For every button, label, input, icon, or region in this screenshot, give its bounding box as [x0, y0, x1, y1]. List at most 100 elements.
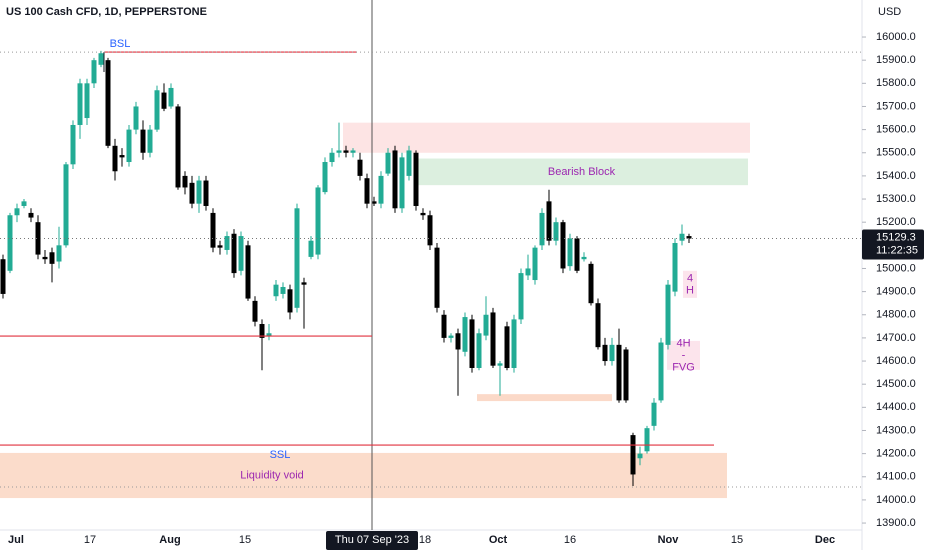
zone [477, 394, 612, 402]
candle-body [231, 233, 237, 274]
candle-body [574, 238, 580, 271]
crosshair-label: Thu 07 Sep '23 [335, 534, 409, 546]
candle-body [448, 335, 454, 338]
candle-body [175, 106, 181, 188]
candle-body [63, 164, 69, 246]
candle-body [182, 175, 188, 188]
candle-body [133, 106, 139, 130]
candle-body [623, 349, 629, 401]
y-tick-label: 14200.0 [876, 448, 916, 460]
y-tick-label: 16000.0 [876, 31, 916, 43]
candle-body [112, 145, 118, 172]
candle-body [238, 236, 244, 271]
currency[interactable]: USD [878, 6, 901, 18]
candle-body [581, 256, 587, 260]
x-tick-label: Jul [8, 534, 24, 546]
y-tick-label: 15200.0 [876, 216, 916, 228]
candle-body [308, 240, 314, 257]
y-tick-label: 15900.0 [876, 54, 916, 66]
candle-body [105, 60, 111, 146]
candle-body [378, 175, 384, 204]
candle-body [294, 208, 300, 308]
candle-body [77, 83, 83, 125]
candle-body [147, 129, 153, 153]
candle-body [434, 247, 440, 308]
candle-body [0, 259, 6, 294]
last-price-tag [862, 229, 924, 260]
candle-body [483, 314, 489, 336]
candle-body [497, 363, 503, 366]
candle-body [301, 282, 307, 285]
candle-body [91, 60, 97, 84]
candle-body [427, 215, 433, 246]
candle-body [490, 312, 496, 366]
overlay: Bearish Block Liquidity void 4 H 4H -FVG BSL SS… [0, 0, 862, 530]
candle-body [224, 236, 230, 250]
zone-label: Liquidity void [240, 469, 304, 481]
x-tick-label: 16 [564, 534, 576, 546]
candle-body [350, 150, 356, 153]
y-tick-label: 15400.0 [876, 170, 916, 182]
candle-body [217, 245, 223, 248]
candle-body [70, 124, 76, 165]
y-tick-label: 14000.0 [876, 494, 916, 506]
zone [683, 270, 697, 298]
zone [343, 122, 750, 153]
candle-body [49, 252, 55, 264]
candle-body [651, 402, 657, 426]
y-tick-label: 15300.0 [876, 193, 916, 205]
candle-body [567, 238, 573, 267]
candle-body [469, 319, 475, 368]
candle-body [28, 212, 34, 218]
candle-body [392, 150, 398, 209]
candle-body [504, 326, 510, 368]
candle-body [630, 435, 636, 475]
candle-body [189, 182, 195, 204]
candles [0, 50, 692, 487]
x-tick-label: Aug [159, 534, 180, 546]
candle-body [588, 263, 594, 304]
candle-body [343, 150, 349, 153]
level-label: SSL [270, 449, 291, 461]
candle-body [266, 333, 272, 336]
candle-body [14, 208, 20, 216]
candle-body [336, 150, 342, 153]
y-tick-label: 14900.0 [876, 286, 916, 298]
chart-title: US 100 Cash CFD, 1D, PEPPERSTONE [6, 6, 207, 18]
candle-body [616, 344, 622, 401]
candle-body [7, 215, 13, 271]
zone-label: Bearish Block [548, 166, 616, 178]
candle-body [154, 90, 160, 130]
y-tick-label: 14800.0 [876, 309, 916, 321]
candle-body [665, 284, 671, 345]
y-tick-label: 15700.0 [876, 100, 916, 112]
y-tick-label: 15800.0 [876, 77, 916, 89]
candle-body [196, 180, 202, 204]
candle-body [399, 157, 405, 209]
candle-body [441, 314, 447, 338]
candle-body [245, 245, 251, 299]
crosshair-tag [326, 531, 418, 550]
candle-body [203, 180, 209, 206]
candle-body [532, 247, 538, 281]
zone-label: 4H -FVG [672, 337, 695, 373]
candle-body [539, 212, 545, 246]
y-tick-label: 14600.0 [876, 355, 916, 367]
candle-body [35, 222, 41, 255]
zone [0, 452, 727, 499]
candle-body [98, 53, 104, 65]
x-tick-label: 15 [731, 534, 743, 546]
candle-body [525, 268, 531, 276]
candle-body [140, 129, 146, 153]
candle-body [560, 222, 566, 269]
candle-body [259, 324, 265, 338]
candle-body [413, 152, 419, 206]
candle-body [280, 286, 286, 294]
x-tick-label: Nov [658, 534, 680, 546]
y-tick-label: 15500.0 [876, 147, 916, 159]
y-tick-label: 14100.0 [876, 471, 916, 483]
candle-body [658, 342, 664, 401]
zone [667, 340, 700, 370]
y-tick-label: 15600.0 [876, 124, 916, 136]
